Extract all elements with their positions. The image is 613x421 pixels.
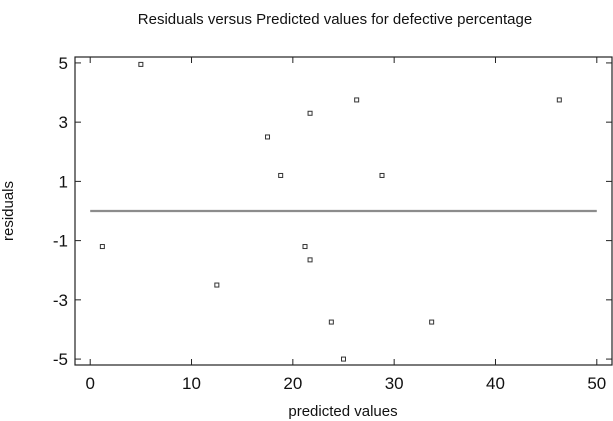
x-axis-label: predicted values (288, 403, 397, 420)
residual-point (307, 257, 313, 263)
residual-point (265, 134, 271, 140)
y-tick-label: -1 (53, 232, 68, 251)
y-tick-label: -5 (53, 350, 68, 369)
residual-point (328, 319, 334, 325)
x-tick-label: 40 (486, 374, 505, 393)
points-layer (99, 61, 562, 362)
x-tick-label: 20 (283, 374, 302, 393)
residual-point (556, 97, 562, 103)
residual-point (307, 110, 313, 116)
residual-point (379, 172, 385, 178)
residual-point (302, 244, 308, 250)
y-axis-ticks: 5 3 1 -1 -3 -5 (53, 54, 612, 369)
x-tick-label: 30 (385, 374, 404, 393)
y-tick-label: 1 (59, 172, 68, 191)
y-tick-label: 5 (59, 54, 68, 73)
x-tick-label: 50 (587, 374, 606, 393)
residual-point (99, 244, 105, 250)
x-axis-ticks: 0 10 20 30 40 50 (85, 57, 606, 393)
residual-point (429, 319, 435, 325)
y-tick-label: -3 (53, 291, 68, 310)
plot-frame (74, 56, 613, 366)
y-axis-label: residuals (0, 181, 17, 241)
residual-point (138, 61, 144, 67)
residual-point (214, 282, 220, 288)
residual-point (278, 172, 284, 178)
y-tick-label: 3 (59, 113, 68, 132)
chart-title: Residuals versus Predicted values for de… (138, 11, 532, 28)
x-tick-label: 10 (182, 374, 201, 393)
residual-point (354, 97, 360, 103)
residual-point (341, 356, 346, 362)
x-tick-label: 0 (85, 374, 94, 393)
